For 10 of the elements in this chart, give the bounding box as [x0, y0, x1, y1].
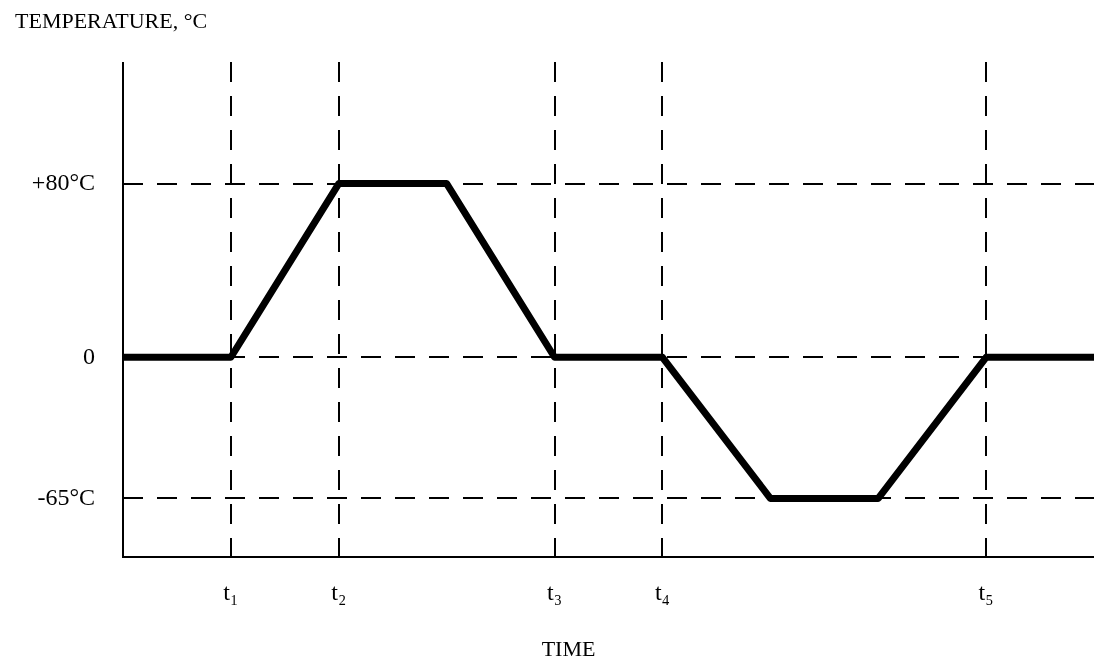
y-tick-label: -65°C — [37, 483, 95, 510]
x-tick-label: t₃ — [547, 578, 563, 605]
y-tick-label: 0 — [83, 342, 95, 369]
x-tick-label: t₁ — [223, 578, 239, 605]
x-tick-label: t₂ — [331, 578, 347, 605]
x-axis-title: TIME — [541, 636, 596, 661]
x-tick-label: t₄ — [654, 578, 670, 605]
y-tick-label: +80°C — [31, 168, 95, 195]
x-tick-label: t₅ — [978, 578, 994, 605]
y-axis-title: TEMPERATURE, °C — [15, 8, 208, 33]
